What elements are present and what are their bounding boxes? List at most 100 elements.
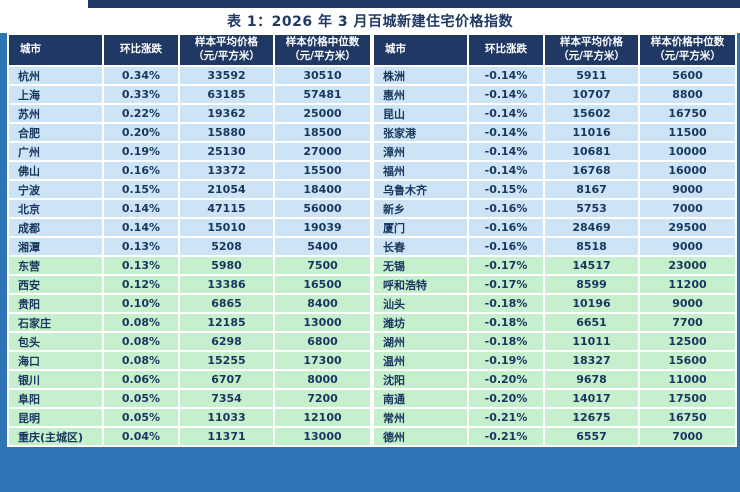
city-cell: 合肥: [7, 122, 104, 143]
table-row: 包头 0.08% 6298 6800: [7, 331, 372, 352]
avg-cell: 11033: [178, 407, 275, 428]
avg-cell: 7354: [178, 388, 275, 409]
table-row: 长春 -0.16% 8518 9000: [372, 236, 737, 257]
table-row: 海口 0.08% 15255 17300: [7, 350, 372, 371]
median-cell: 7200: [273, 388, 372, 409]
table-row: 贵阳 0.10% 6865 8400: [7, 293, 372, 314]
header-row: 城市 环比涨跌 样本平均价格 （元/平方米） 样本价格中位数 （元/平方米）: [7, 33, 372, 67]
page-title: 表 1：2026 年 3 月百城新建住宅价格指数: [227, 14, 513, 30]
table-body-right: 株洲 -0.14% 5911 5600 惠州 -0.14% 10707 8800 昆山 -0.14…: [372, 65, 737, 447]
city-cell: 西安: [7, 274, 104, 295]
price-table-left: 城市 环比涨跌 样本平均价格 （元/平方米） 样本价格中位数 （元/平方米） 杭州 0.34…: [7, 33, 372, 447]
table-row: 湘潭 0.13% 5208 5400: [7, 236, 372, 257]
change-cell: -0.21%: [467, 426, 545, 447]
median-cell: 15600: [638, 350, 737, 371]
city-cell: 昆山: [372, 103, 469, 124]
table-row: 重庆(主城区) 0.04% 11371 13000: [7, 426, 372, 447]
change-cell: 0.08%: [102, 312, 180, 333]
city-cell: 长春: [372, 236, 469, 257]
median-cell: 12100: [273, 407, 372, 428]
city-cell: 漳州: [372, 141, 469, 162]
table-row: 西安 0.12% 13386 16500: [7, 274, 372, 295]
city-cell: 成都: [7, 217, 104, 238]
city-cell: 石家庄: [7, 312, 104, 333]
avg-cell: 5911: [543, 65, 640, 86]
city-cell: 上海: [7, 84, 104, 105]
avg-cell: 15255: [178, 350, 275, 371]
table-row: 杭州 0.34% 33592 30510: [7, 65, 372, 86]
city-cell: 广州: [7, 141, 104, 162]
top-accent-bar: [88, 0, 740, 8]
change-cell: -0.20%: [467, 369, 545, 390]
table-row: 常州 -0.21% 12675 16750: [372, 407, 737, 428]
avg-cell: 12675: [543, 407, 640, 428]
median-cell: 57481: [273, 84, 372, 105]
change-cell: -0.17%: [467, 274, 545, 295]
price-table-right: 城市 环比涨跌 样本平均价格 （元/平方米） 样本价格中位数 （元/平方米） 株洲 -0.1…: [372, 33, 737, 447]
avg-cell: 11371: [178, 426, 275, 447]
column-header-median: 样本价格中位数 （元/平方米）: [273, 33, 372, 67]
median-cell: 25000: [273, 103, 372, 124]
change-cell: 0.15%: [102, 179, 180, 200]
change-cell: 0.04%: [102, 426, 180, 447]
avg-cell: 33592: [178, 65, 275, 86]
city-cell: 呼和浩特: [372, 274, 469, 295]
table-row: 昆山 -0.14% 15602 16750: [372, 103, 737, 124]
table-row: 佛山 0.16% 13372 15500: [7, 160, 372, 181]
median-cell: 5600: [638, 65, 737, 86]
table-row: 宁波 0.15% 21054 18400: [7, 179, 372, 200]
avg-cell: 19362: [178, 103, 275, 124]
city-cell: 新乡: [372, 198, 469, 219]
city-cell: 海口: [7, 350, 104, 371]
change-cell: -0.18%: [467, 331, 545, 352]
avg-cell: 10196: [543, 293, 640, 314]
median-cell: 29500: [638, 217, 737, 238]
table-row: 银川 0.06% 6707 8000: [7, 369, 372, 390]
median-cell: 13000: [273, 426, 372, 447]
change-cell: -0.14%: [467, 160, 545, 181]
avg-cell: 6557: [543, 426, 640, 447]
avg-cell: 15880: [178, 122, 275, 143]
change-cell: 0.16%: [102, 160, 180, 181]
avg-cell: 18327: [543, 350, 640, 371]
table-row: 阜阳 0.05% 7354 7200: [7, 388, 372, 409]
median-cell: 7700: [638, 312, 737, 333]
city-cell: 北京: [7, 198, 104, 219]
column-header-avg: 样本平均价格 （元/平方米）: [543, 33, 640, 67]
avg-cell: 11016: [543, 122, 640, 143]
table-row: 北京 0.14% 47115 56000: [7, 198, 372, 219]
avg-cell: 5980: [178, 255, 275, 276]
avg-cell: 8599: [543, 274, 640, 295]
change-cell: 0.12%: [102, 274, 180, 295]
median-cell: 9000: [638, 179, 737, 200]
table-row: 德州 -0.21% 6557 7000: [372, 426, 737, 447]
median-cell: 8400: [273, 293, 372, 314]
median-cell: 13000: [273, 312, 372, 333]
change-cell: 0.14%: [102, 198, 180, 219]
median-cell: 16750: [638, 103, 737, 124]
change-cell: 0.19%: [102, 141, 180, 162]
median-cell: 5400: [273, 236, 372, 257]
avg-cell: 10681: [543, 141, 640, 162]
table-row: 温州 -0.19% 18327 15600: [372, 350, 737, 371]
change-cell: -0.16%: [467, 198, 545, 219]
table-row: 成都 0.14% 15010 19039: [7, 217, 372, 238]
table-row: 厦门 -0.16% 28469 29500: [372, 217, 737, 238]
change-cell: -0.20%: [467, 388, 545, 409]
table-row: 汕头 -0.18% 10196 9000: [372, 293, 737, 314]
change-cell: -0.15%: [467, 179, 545, 200]
table-row: 惠州 -0.14% 10707 8800: [372, 84, 737, 105]
city-cell: 温州: [372, 350, 469, 371]
table-row: 无锡 -0.17% 14517 23000: [372, 255, 737, 276]
median-cell: 11000: [638, 369, 737, 390]
avg-cell: 6651: [543, 312, 640, 333]
change-cell: -0.18%: [467, 312, 545, 333]
city-cell: 苏州: [7, 103, 104, 124]
avg-cell: 5208: [178, 236, 275, 257]
avg-cell: 21054: [178, 179, 275, 200]
city-cell: 潍坊: [372, 312, 469, 333]
change-cell: 0.22%: [102, 103, 180, 124]
city-cell: 汕头: [372, 293, 469, 314]
table-row: 株洲 -0.14% 5911 5600: [372, 65, 737, 86]
